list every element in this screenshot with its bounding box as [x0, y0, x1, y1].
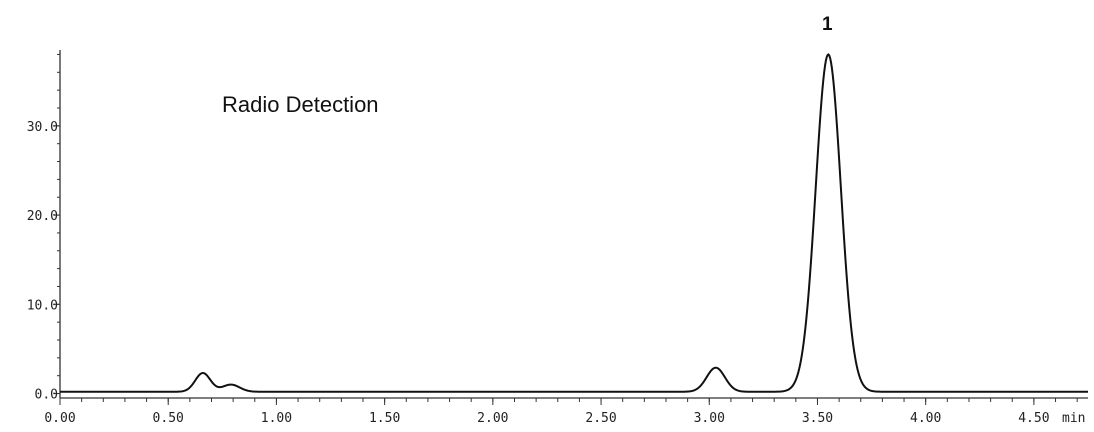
y-tick-label: 30.0	[27, 120, 58, 135]
y-axis: 0.0 10.0 20.0 30.0	[27, 50, 61, 403]
y-tick-label: 10.0	[27, 298, 58, 313]
x-tick-label: 3.00	[694, 411, 725, 426]
chromatogram-trace	[60, 53, 1088, 393]
x-tick-label: 2.50	[585, 411, 616, 426]
x-tick-label: 3.50	[802, 411, 833, 426]
x-tick-label: 2.00	[477, 411, 508, 426]
x-unit-label: min	[1062, 411, 1085, 426]
x-axis: 0.00 0.50 1.00 1.50 2.00 2.50 3.00 3.50 4.00 4.50	[44, 397, 1088, 426]
x-tick-label: 1.50	[369, 411, 400, 426]
y-tick-label: 0.0	[35, 388, 58, 403]
peak-label-1: 1	[822, 14, 833, 35]
x-tick-label: 4.50	[1018, 411, 1049, 426]
x-tick-label: 1.00	[261, 411, 292, 426]
x-tick-label: 0.00	[44, 411, 75, 426]
x-tick-label: 0.50	[153, 411, 184, 426]
x-tick-label: 4.00	[910, 411, 941, 426]
y-tick-label: 20.0	[27, 209, 58, 224]
radio-detection-annotation: Radio Detection	[222, 92, 379, 117]
